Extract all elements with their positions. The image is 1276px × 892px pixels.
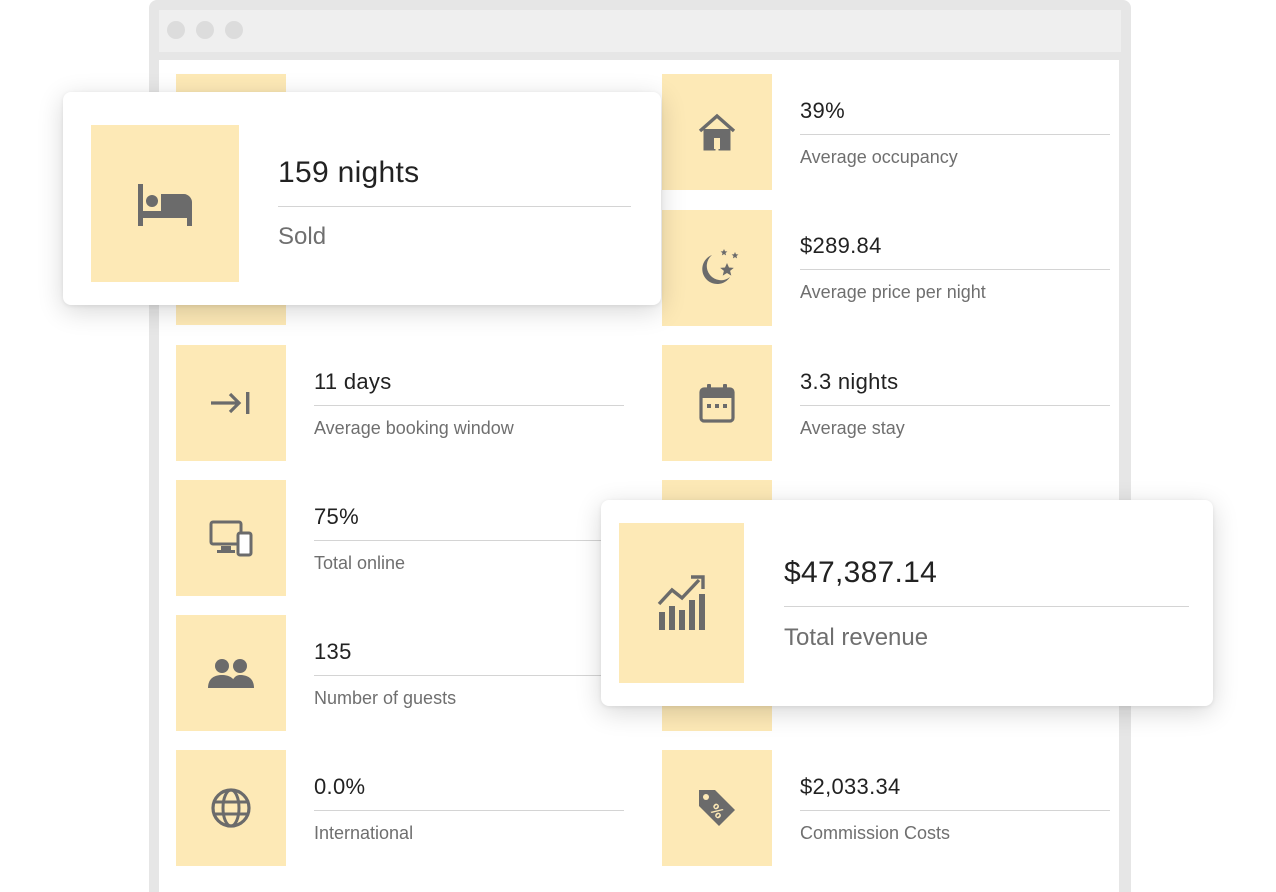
stat-value: 0.0%	[314, 774, 366, 799]
card-tile-nights	[91, 125, 239, 282]
stat-value: 135	[314, 639, 352, 664]
stat-value: 11 days	[314, 369, 392, 394]
divider	[800, 810, 1110, 811]
highlight-card-nights: 159 nights Sold	[63, 92, 661, 305]
stat-label: Average booking window	[314, 418, 514, 438]
card-tile-revenue	[619, 523, 744, 683]
devices-icon	[209, 520, 253, 557]
card-label: Total revenue	[784, 624, 929, 651]
stat-label: Total online	[314, 553, 406, 573]
stat-tile-guests	[176, 615, 286, 731]
people-icon	[208, 659, 254, 688]
bar-chart-trend-icon	[657, 575, 705, 630]
stat-label: Average price per night	[800, 282, 986, 302]
stat-label: Commission Costs	[800, 823, 951, 843]
divider	[800, 405, 1110, 406]
stat-label: Average stay	[800, 418, 905, 438]
calendar-icon	[699, 384, 735, 423]
stat-label: International	[314, 823, 414, 843]
stat-tile-commission: %	[662, 750, 772, 866]
stat-tile-stay	[662, 345, 772, 461]
arrow-to-line-icon	[211, 392, 250, 414]
moon-stars-icon	[702, 249, 739, 285]
window-maximize-dot[interactable]	[225, 21, 243, 39]
globe-icon	[211, 788, 251, 828]
divider	[800, 134, 1110, 135]
divider	[314, 810, 624, 811]
window-close-dot[interactable]	[167, 21, 185, 39]
divider	[800, 269, 1110, 270]
bed-icon	[138, 183, 192, 226]
divider	[314, 675, 624, 676]
stat-tile-occupancy	[662, 74, 772, 190]
stat-value: 3.3 nights	[800, 369, 899, 394]
stat-value: $2,033.34	[800, 774, 901, 799]
stat-label: Number of guests	[314, 688, 457, 708]
highlight-card-revenue: $47,387.14 Total revenue	[601, 500, 1213, 706]
divider	[314, 405, 624, 406]
price-tag-percent-icon: %	[699, 790, 735, 826]
card-value: 159 nights	[278, 156, 420, 189]
stat-value: $289.84	[800, 233, 882, 258]
stat-tile-booking-window	[176, 345, 286, 461]
stat-tile-price	[662, 210, 772, 326]
stat-value: 75%	[314, 504, 359, 529]
card-value: $47,387.14	[784, 556, 938, 589]
divider	[278, 206, 631, 207]
stat-tile-online	[176, 480, 286, 596]
window-minimize-dot[interactable]	[196, 21, 214, 39]
divider	[314, 540, 624, 541]
divider	[784, 606, 1189, 607]
card-label: Sold	[278, 223, 327, 250]
stat-tile-international	[176, 750, 286, 866]
stat-label: Average occupancy	[800, 147, 958, 167]
stat-value: 39%	[800, 98, 845, 123]
browser-title-bar	[159, 10, 1121, 52]
house-icon	[698, 113, 736, 151]
